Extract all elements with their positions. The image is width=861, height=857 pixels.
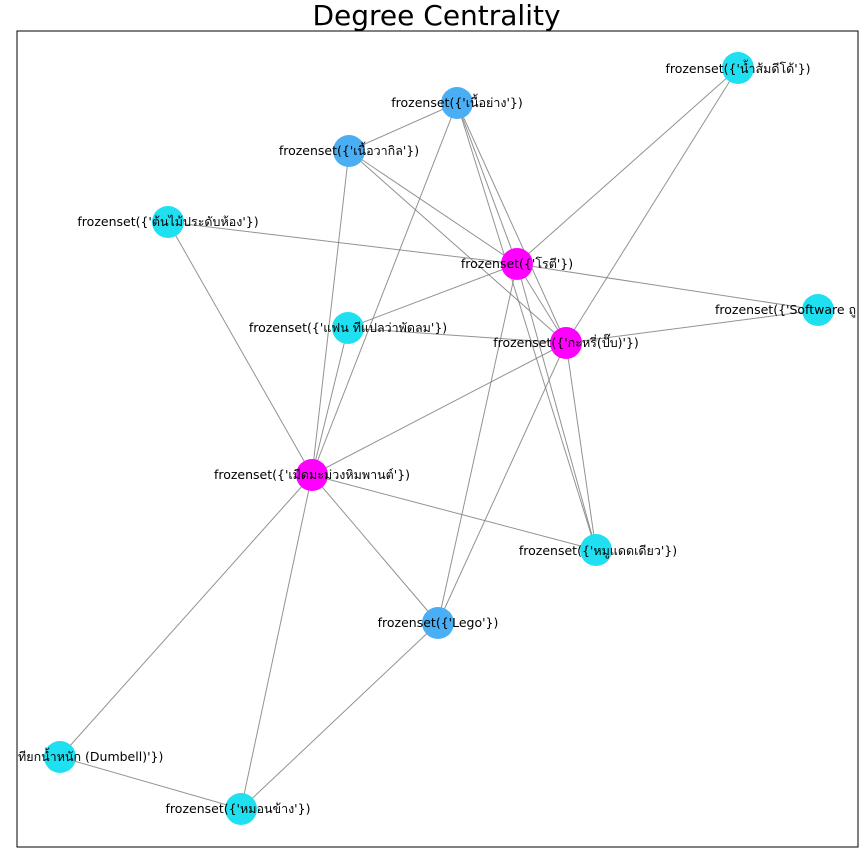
edge-nam_som-roti (516, 67, 739, 265)
node-nam_som[interactable] (722, 52, 754, 84)
chart-title: Degree Centrality (312, 0, 561, 32)
edge-roti-moo_dad (516, 263, 597, 551)
edge-nuea_wagyu-kraprao (348, 150, 567, 344)
node-moo_dad[interactable] (580, 534, 612, 566)
edge-nuea_yang-roti (456, 102, 518, 265)
edge-roti-lego (437, 263, 518, 624)
edge-ton_mai-durian_monthong (167, 221, 313, 476)
node-label-lego: frozenset({'Lego'}) (378, 615, 499, 630)
edge-kraprao-moo_dad (565, 342, 597, 551)
node-durian_monthong[interactable] (296, 459, 328, 491)
edge-lego-mon_khang (240, 622, 439, 810)
edge-dumbell-mon_khang (59, 756, 242, 810)
edge-nuea_yang-moo_dad (456, 102, 597, 551)
node-lego[interactable] (422, 607, 454, 639)
node-label-nam_som: frozenset({'น้ำส้มดีโด้'}) (665, 59, 810, 76)
node-label-kraprao: frozenset({'กะหรี่(ปั๊บ)'}) (493, 333, 639, 350)
edge-durian_monthong-mon_khang (240, 474, 313, 810)
edge-kraprao-durian_monthong (311, 342, 567, 476)
node-label-ton_mai: frozenset({'ต้นไม้ประดับห้อง'}) (77, 214, 258, 229)
node-ton_mai[interactable] (152, 206, 184, 238)
edge-nam_som-kraprao (565, 67, 739, 344)
edge-ton_mai-roti (167, 221, 518, 265)
edge-durian_monthong-dumbell (59, 474, 313, 758)
edge-software-roti (516, 263, 819, 311)
edge-nuea_wagyu-roti (348, 150, 518, 265)
edge-fan-kraprao (347, 327, 567, 344)
node-label-roti: frozenset({'โรตี'}) (461, 256, 573, 271)
plot-frame (16, 30, 859, 848)
edge-nuea_yang-kraprao (456, 102, 567, 344)
edge-nuea_wagyu-durian_monthong (311, 150, 350, 476)
nodes-layer (44, 52, 834, 825)
node-label-moo_dad: frozenset({'หมูแดดเดียว'}) (519, 543, 677, 559)
edge-kraprao-lego (437, 342, 567, 624)
edges-layer (59, 67, 819, 810)
node-label-nuea_wagyu: frozenset({'เนื้อวากิล'}) (279, 141, 419, 158)
node-fan[interactable] (332, 312, 364, 344)
node-nuea_wagyu[interactable] (333, 135, 365, 167)
node-mon_khang[interactable] (225, 793, 257, 825)
node-software[interactable] (802, 294, 834, 326)
edge-software-kraprao (565, 309, 819, 344)
edge-nuea_yang-durian_monthong (311, 102, 458, 476)
edge-fan-roti (347, 263, 518, 329)
edge-fan-durian_monthong (311, 327, 349, 476)
node-label-dumbell: ทียกน้ำหนัก (Dumbell)'}) (18, 747, 163, 764)
node-roti[interactable] (501, 248, 533, 280)
labels-layer: frozenset({'เมีดมะม่วงหิมพานต์'}) frozens… (18, 59, 856, 816)
node-label-mon_khang: frozenset({'หมอนข้าง'}) (166, 801, 311, 816)
node-nuea_yang[interactable] (441, 87, 473, 119)
node-label-nuea_yang: frozenset({'เนื้อย่าง'}) (391, 93, 523, 110)
node-dumbell[interactable] (44, 741, 76, 773)
node-kraprao[interactable] (550, 327, 582, 359)
edge-durian_monthong-moo_dad (311, 474, 597, 551)
edge-durian_monthong-lego (311, 474, 439, 624)
node-label-software: frozenset({'Software ถู (715, 302, 856, 318)
edge-nuea_yang-nuea_wagyu (348, 102, 458, 152)
node-label-durian_monthong: frozenset({'เมีดมะม่วงหิมพานต์'}) (214, 467, 410, 482)
node-label-fan: frozenset({'แฟน ทีแปลว่าพัดลม'}) (249, 320, 447, 335)
